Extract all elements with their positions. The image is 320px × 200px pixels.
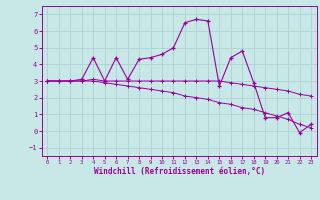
X-axis label: Windchill (Refroidissement éolien,°C): Windchill (Refroidissement éolien,°C) (94, 167, 265, 176)
